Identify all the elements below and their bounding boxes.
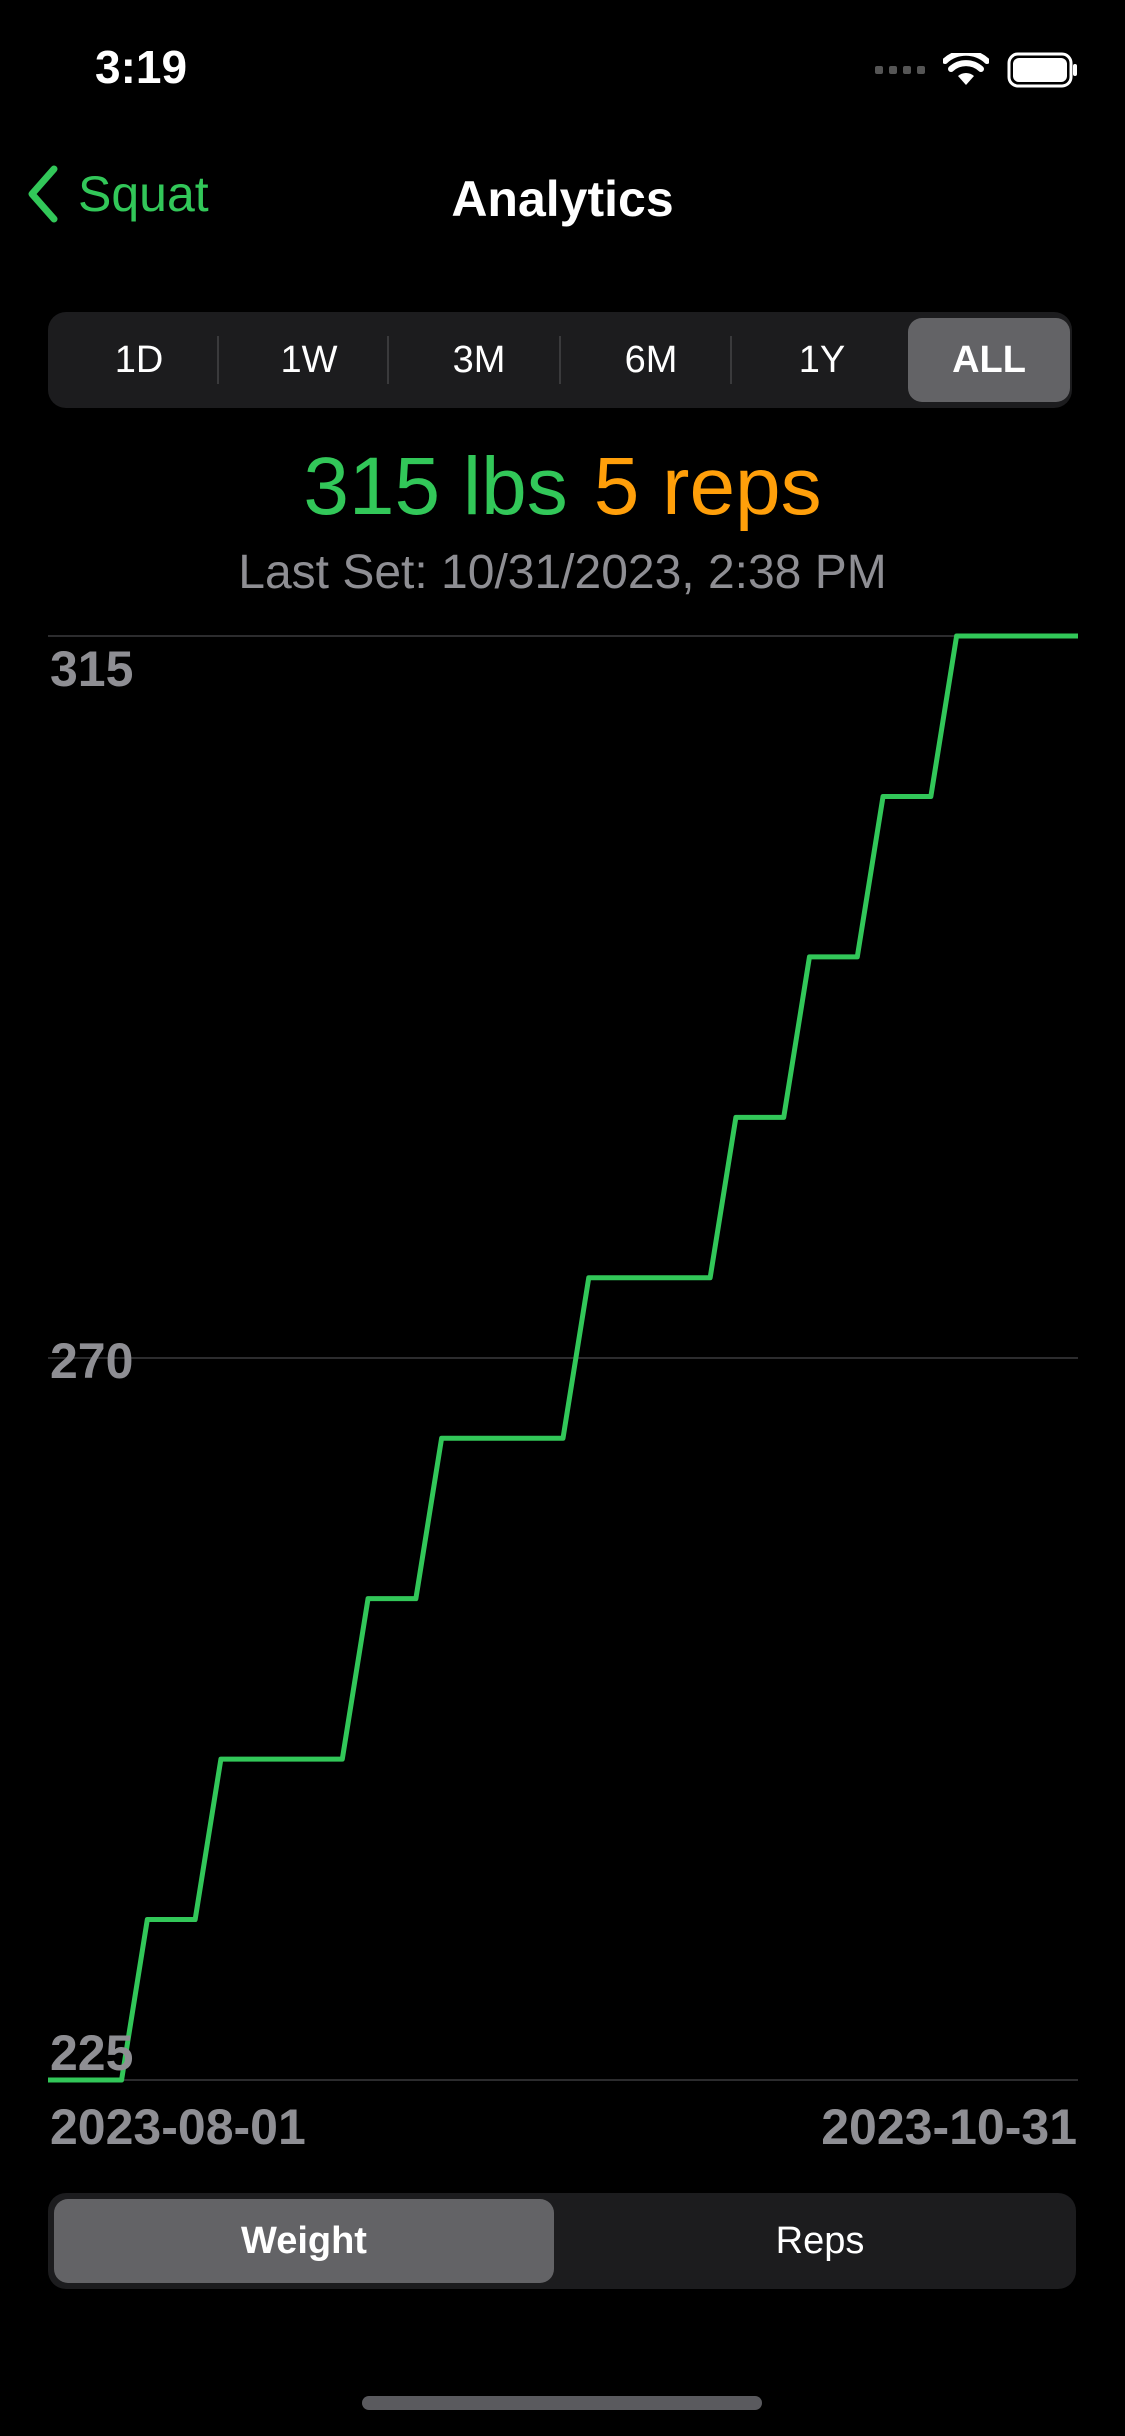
metric-tab-reps[interactable]: Reps — [775, 2219, 865, 2262]
range-tab-all[interactable]: ALL — [908, 318, 1070, 402]
range-divider — [730, 336, 732, 384]
range-tab-1y[interactable]: 1Y — [798, 338, 846, 381]
wifi-icon — [943, 53, 989, 85]
range-tab-6m[interactable]: 6M — [624, 338, 678, 381]
weight-series-line — [48, 633, 1078, 2083]
status-icons — [875, 52, 1079, 88]
chevron-left-icon — [28, 165, 58, 223]
range-divider — [387, 336, 389, 384]
range-tab-1d[interactable]: 1D — [114, 338, 164, 381]
range-tab-3m[interactable]: 3M — [452, 338, 506, 381]
metric-segmented-control: Weight Reps — [48, 2193, 1076, 2289]
range-tab-1w[interactable]: 1W — [280, 338, 338, 381]
last-set-timestamp: Last Set: 10/31/2023, 2:38 PM — [238, 546, 887, 599]
back-label: Squat — [78, 166, 209, 222]
status-time: 3:19 — [95, 41, 188, 93]
range-segmented-control: 1D 1W 3M 6M 1Y ALL — [48, 312, 1072, 408]
cellular-signal-icon — [875, 66, 925, 74]
back-button[interactable]: Squat — [26, 165, 209, 223]
max-weight: 315 lbs — [303, 441, 568, 532]
x-tick-label: 2023-08-01 — [50, 2099, 306, 2155]
y-tick-label: 270 — [50, 1333, 134, 1389]
range-divider — [559, 336, 561, 384]
x-tick-label: 2023-10-31 — [821, 2099, 1077, 2155]
page-title: Analytics — [451, 171, 674, 227]
home-indicator — [362, 2396, 762, 2410]
max-reps: 5 reps — [593, 441, 822, 532]
y-tick-label: 225 — [50, 2025, 134, 2081]
y-tick-label: 315 — [50, 641, 134, 697]
metric-tab-weight[interactable]: Weight — [54, 2199, 554, 2283]
range-divider — [217, 336, 219, 384]
battery-icon — [1007, 52, 1077, 88]
current-max-summary: 315 lbs 5 reps — [0, 440, 1125, 534]
